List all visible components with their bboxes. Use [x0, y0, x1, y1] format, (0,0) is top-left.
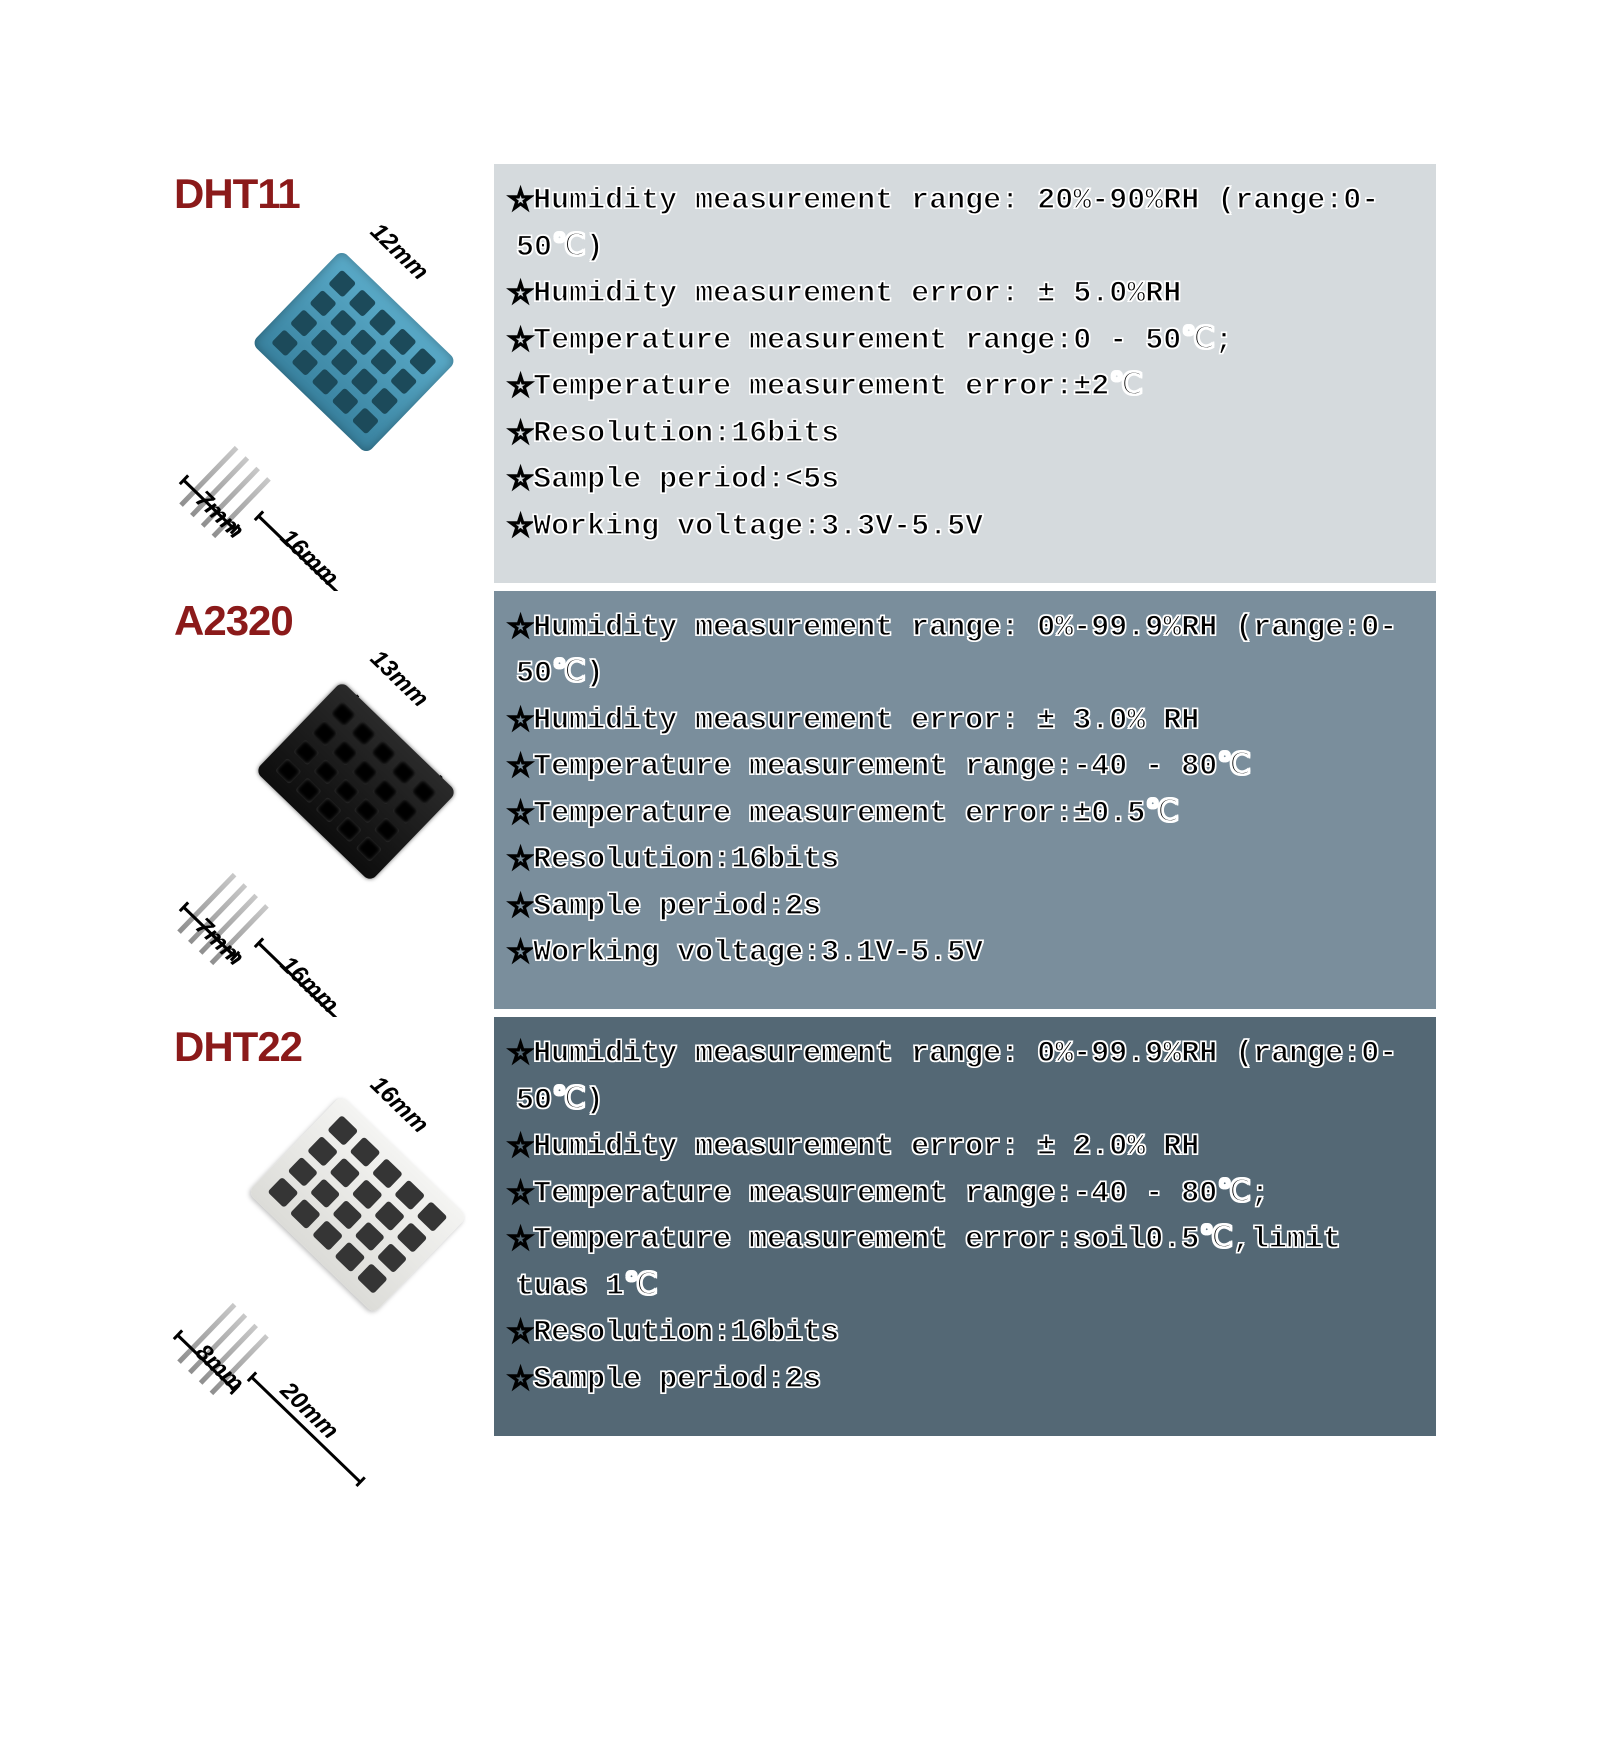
spec-text: Working voltage:3.1V-5.5V	[533, 936, 983, 970]
spec-text: Temperature measurement range:-40 - 80℃	[533, 750, 1251, 784]
spec-text: Sample period:2s	[533, 890, 821, 924]
spec-text: Resolution:16bits	[533, 1316, 839, 1350]
spec-list: ☆Humidity measurement range: 20%-90%RH (…	[494, 164, 1436, 583]
star-icon: ☆	[512, 608, 533, 651]
spec-text: Temperature measurement error:±2℃	[533, 370, 1143, 404]
spec-item: ☆Resolution:16bits	[512, 411, 1418, 458]
sensor-image-panel: DHT11 12mm 16mm 7mm	[164, 164, 494, 583]
spec-list: ☆Humidity measurement range: 0%-99.9%RH …	[494, 591, 1436, 1010]
spec-text: Humidity measurement error: ± 3.0% RH	[533, 704, 1199, 738]
spec-text: Temperature measurement error:±0.5℃	[533, 797, 1179, 831]
star-icon: ☆	[512, 1360, 533, 1403]
star-icon: ☆	[512, 1174, 533, 1217]
spec-text: Working voltage:3.3V-5.5V	[533, 510, 983, 544]
spec-text: Humidity measurement range: 0%-99.9%RH (…	[516, 1037, 1397, 1118]
star-icon: ☆	[512, 321, 533, 364]
model-name: A2320	[174, 597, 293, 645]
dimension-length: 16mm	[274, 524, 343, 592]
sensor-illustration: 13mm 16mm 7mm	[164, 649, 486, 999]
spec-text: Temperature measurement range:0 - 50℃;	[533, 324, 1233, 358]
dimension-width: 13mm	[364, 645, 433, 713]
sensor-body	[251, 250, 456, 455]
spec-text: Resolution:16bits	[533, 417, 839, 451]
star-icon: ☆	[512, 367, 533, 410]
sensor-row-dht11: DHT11 12mm 16mm 7mm ☆Humidit	[164, 164, 1436, 591]
star-icon: ☆	[512, 794, 533, 837]
star-icon: ☆	[512, 1127, 533, 1170]
model-name: DHT11	[174, 170, 300, 218]
star-icon: ☆	[512, 274, 533, 317]
spec-item: ☆Sample period:2s	[512, 1357, 1418, 1404]
spec-item: ☆Sample period:<5s	[512, 457, 1418, 504]
spec-list: ☆Humidity measurement range: 0%-99.9%RH …	[494, 1017, 1436, 1436]
spec-item: ☆Temperature measurement error:soil0.5℃,…	[512, 1217, 1418, 1310]
star-icon: ☆	[512, 181, 533, 224]
star-icon: ☆	[512, 701, 533, 744]
star-icon: ☆	[512, 840, 533, 883]
spec-text: Resolution:16bits	[533, 843, 839, 877]
star-icon: ☆	[512, 1220, 533, 1263]
star-icon: ☆	[512, 887, 533, 930]
star-icon: ☆	[512, 1313, 533, 1356]
star-icon: ☆	[512, 460, 533, 503]
star-icon: ☆	[512, 933, 533, 976]
spec-text: Temperature measurement error:soil0.5℃,l…	[516, 1223, 1341, 1304]
spec-text: Humidity measurement range: 20%-90%RH (r…	[516, 184, 1379, 265]
spec-item: ☆Humidity measurement error: ± 5.0%RH	[512, 271, 1418, 318]
spec-text: Temperature measurement range:-40 - 80℃;	[533, 1177, 1269, 1211]
star-icon: ☆	[512, 507, 533, 550]
spec-item: ☆Temperature measurement error:±2℃	[512, 364, 1418, 411]
spec-item: ☆Temperature measurement error:±0.5℃	[512, 791, 1418, 838]
spec-item: ☆Humidity measurement range: 0%-99.9%RH …	[512, 605, 1418, 698]
star-icon: ☆	[512, 1034, 533, 1077]
spec-item: ☆Resolution:16bits	[512, 837, 1418, 884]
dimension-length: 16mm	[274, 951, 343, 1019]
model-name: DHT22	[174, 1023, 302, 1071]
sensor-image-panel: A2320 13mm 16mm 7mm	[164, 591, 494, 1010]
star-icon: ☆	[512, 414, 533, 457]
spec-text: Sample period:<5s	[533, 463, 839, 497]
spec-item: ☆Working voltage:3.1V-5.5V	[512, 930, 1418, 977]
spec-text: Humidity measurement error: ± 2.0% RH	[533, 1130, 1199, 1164]
sensor-body	[255, 681, 457, 882]
spec-text: Humidity measurement range: 0%-99.9%RH (…	[516, 611, 1397, 692]
sensor-image-panel: DHT22 16mm 20mm 8mm	[164, 1017, 494, 1436]
spec-item: ☆Temperature measurement range:-40 - 80℃…	[512, 1171, 1418, 1218]
spec-item: ☆Resolution:16bits	[512, 1310, 1418, 1357]
star-icon: ☆	[512, 747, 533, 790]
spec-text: Sample period:2s	[533, 1363, 821, 1397]
sensor-row-dht22: DHT22 16mm 20mm 8mm ☆Humidit	[164, 1017, 1436, 1436]
spec-item: ☆Temperature measurement range:0 - 50℃;	[512, 318, 1418, 365]
spec-item: ☆Temperature measurement range:-40 - 80℃	[512, 744, 1418, 791]
sensor-illustration: 16mm 20mm 8mm	[164, 1075, 486, 1425]
spec-item: ☆Humidity measurement error: ± 3.0% RH	[512, 698, 1418, 745]
sensor-illustration: 12mm 16mm 7mm	[164, 222, 486, 572]
sensor-row-a2320: A2320 13mm 16mm 7mm ☆Humidit	[164, 591, 1436, 1018]
spec-item: ☆Working voltage:3.3V-5.5V	[512, 504, 1418, 551]
spec-item: ☆Humidity measurement range: 0%-99.9%RH …	[512, 1031, 1418, 1124]
spec-item: ☆Sample period:2s	[512, 884, 1418, 931]
sensor-body	[248, 1096, 468, 1315]
comparison-infographic: DHT11 12mm 16mm 7mm ☆Humidit	[160, 160, 1440, 1440]
spec-item: ☆Humidity measurement error: ± 2.0% RH	[512, 1124, 1418, 1171]
spec-item: ☆Humidity measurement range: 20%-90%RH (…	[512, 178, 1418, 271]
dimension-width: 12mm	[364, 218, 433, 286]
spec-text: Humidity measurement error: ± 5.0%RH	[533, 277, 1181, 311]
